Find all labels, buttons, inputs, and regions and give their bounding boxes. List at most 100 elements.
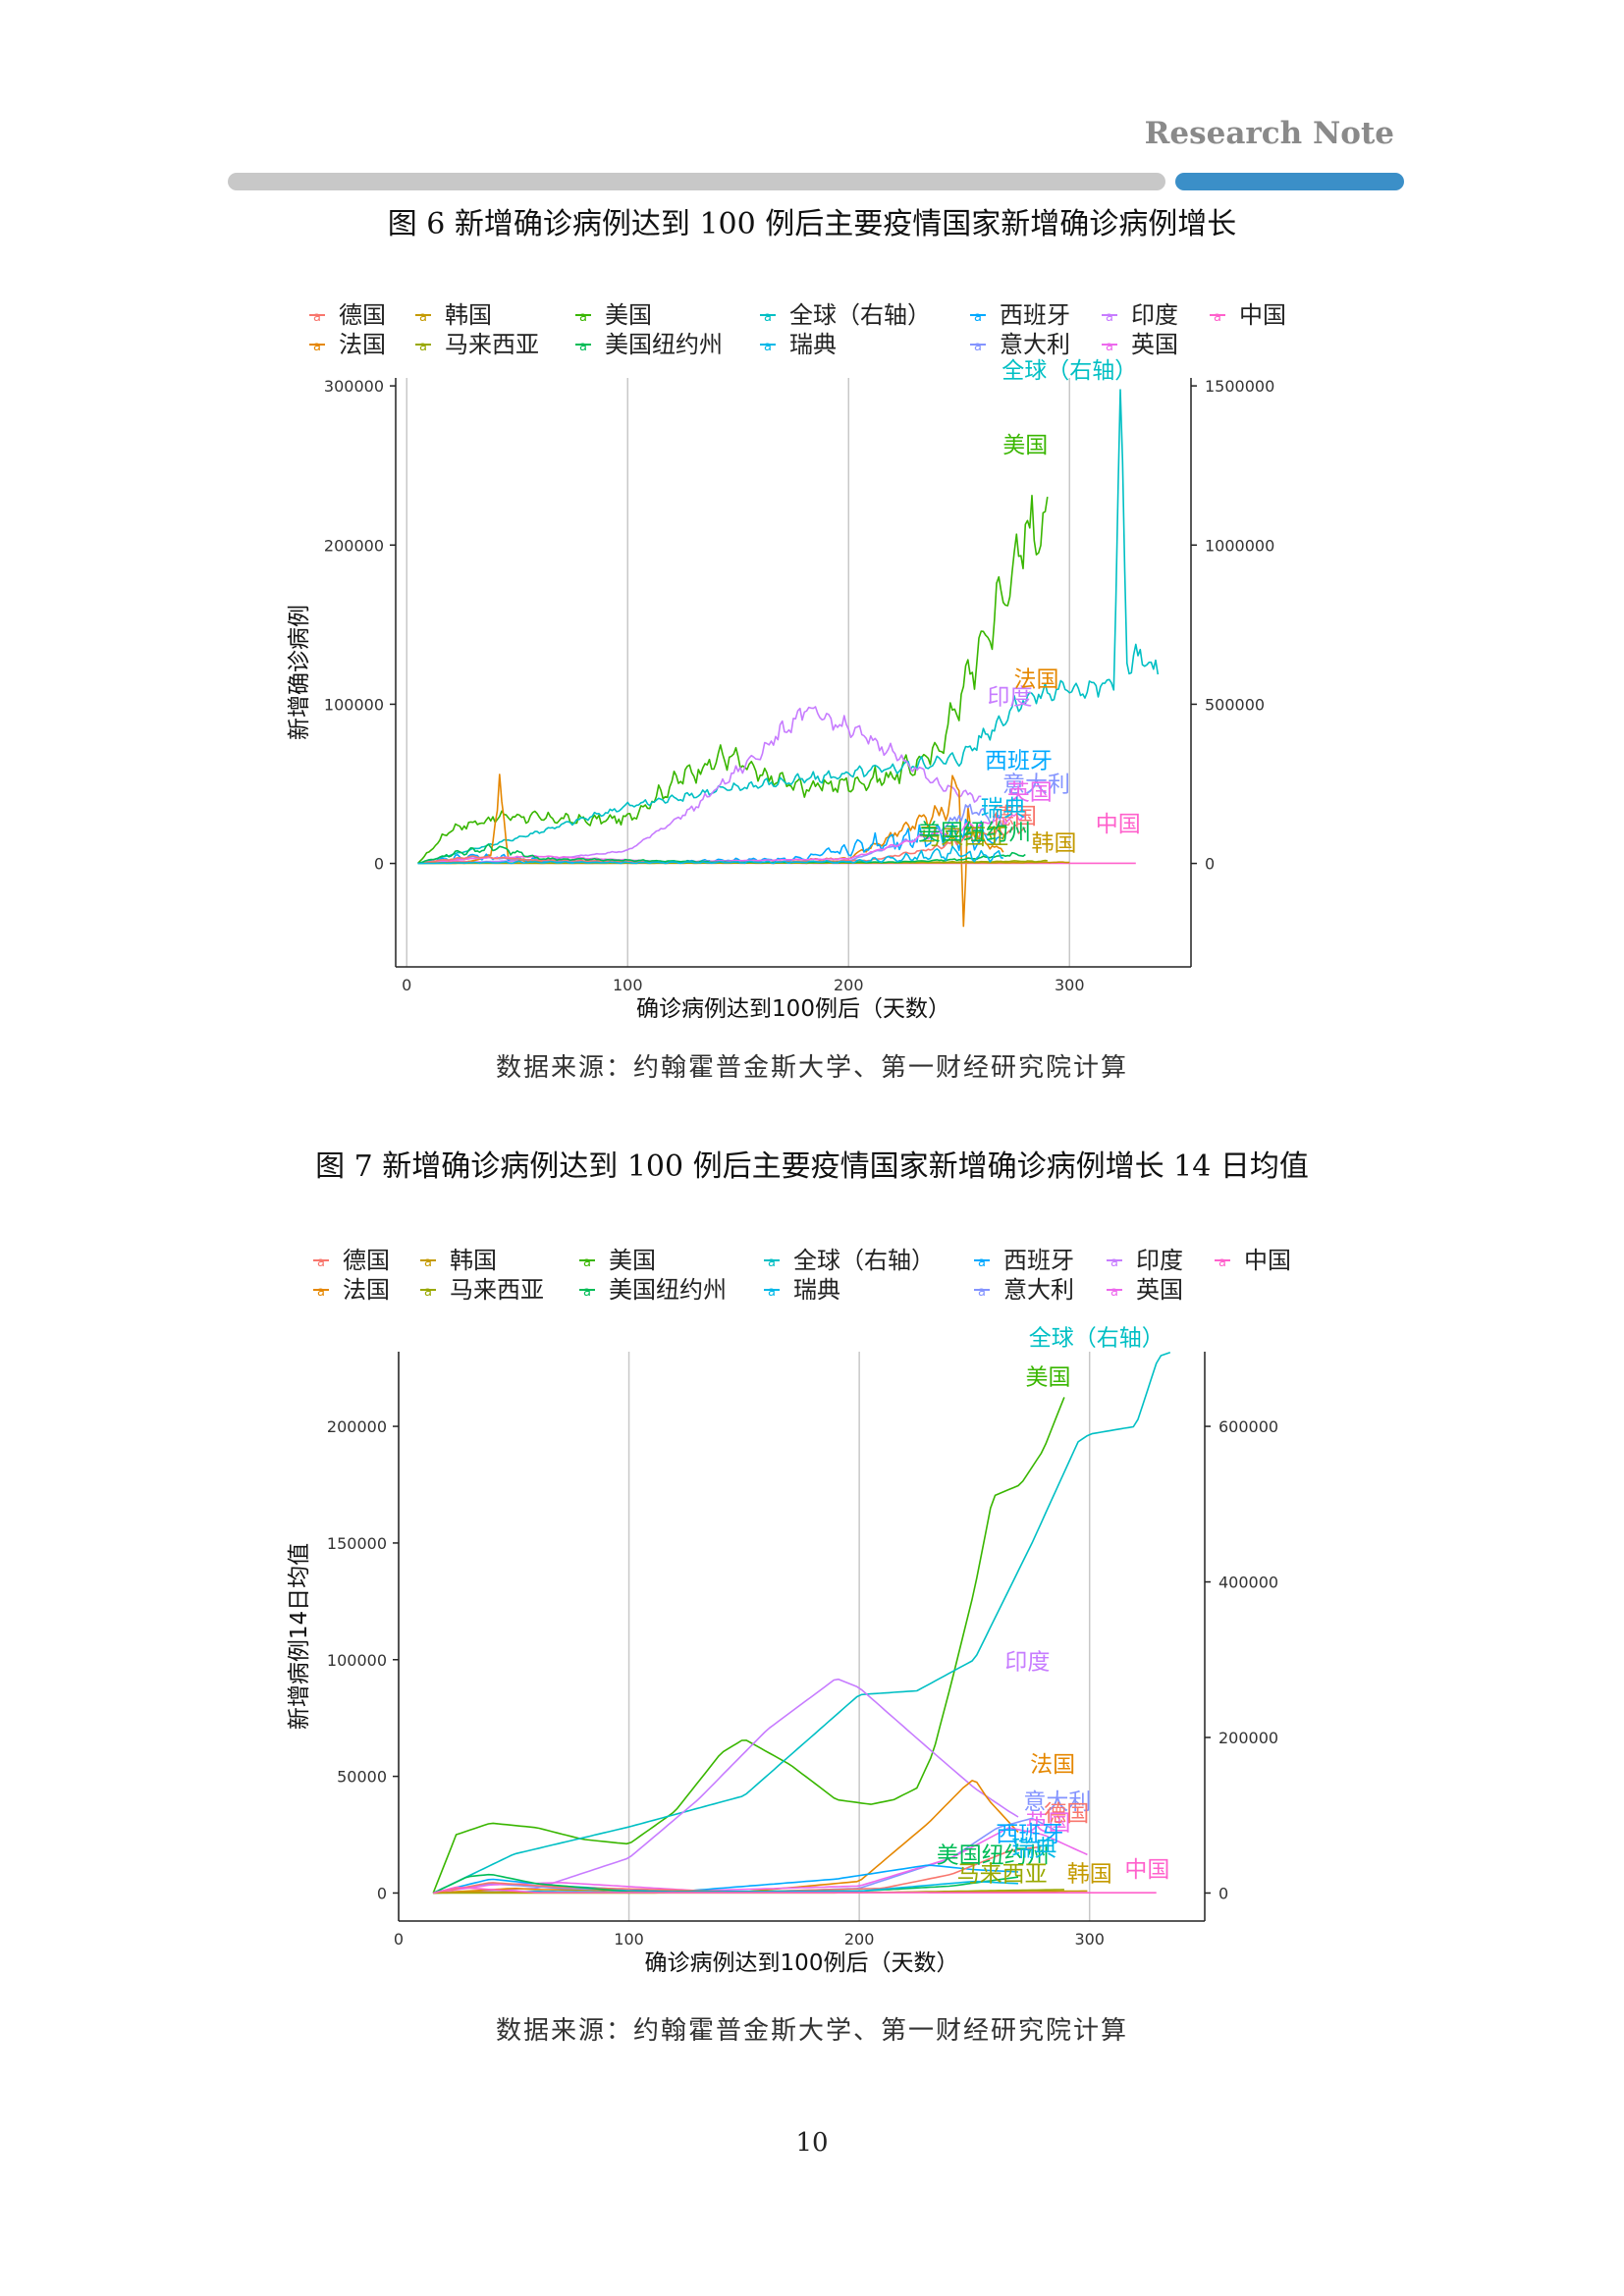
series-label: 美国: [1025, 1364, 1070, 1390]
header-brand: Research Note: [1144, 116, 1394, 151]
series-line-印度: [433, 1678, 1019, 1895]
series-line-全球（右轴）: [417, 389, 1160, 865]
legend-key-glyph: a: [419, 310, 427, 325]
x-axis-title: 确诊病例达到100例后（天数）: [645, 1950, 959, 1976]
y2-tick-label: 600000: [1218, 1417, 1278, 1436]
x-tick-label: 0: [402, 976, 411, 994]
legend-label: 全球（右轴）: [789, 301, 931, 329]
legend-key-glyph: a: [1218, 1255, 1226, 1270]
y2-tick-label: 200000: [1218, 1729, 1278, 1747]
series-label: 意大利: [1002, 773, 1070, 798]
legend-label: 美国: [609, 1247, 656, 1274]
legend-key-glyph: a: [419, 340, 427, 354]
series-label: 法国: [1014, 667, 1059, 693]
y-tick-label: 200000: [327, 1417, 387, 1436]
legend-label: 美国纽约州: [605, 331, 723, 358]
legend-key-glyph: a: [583, 1255, 591, 1270]
legend-label: 德国: [339, 301, 386, 329]
series-line-美国: [432, 1397, 1065, 1894]
y2-tick-label: 400000: [1218, 1574, 1278, 1592]
series-line-英国: [433, 1827, 1088, 1895]
legend-label: 中国: [1244, 1247, 1291, 1274]
x-axis-title: 确诊病例达到100例后（天数）: [636, 996, 950, 1022]
legend-key-glyph: a: [313, 310, 321, 325]
legend-label: 法国: [343, 1276, 390, 1304]
series-line-中国: [433, 1886, 1157, 1895]
y2-tick-label: 1000000: [1205, 536, 1274, 555]
legend-label: 西班牙: [1000, 301, 1070, 329]
series-line-美国: [416, 495, 1049, 865]
series-label: 美国纽约州: [937, 1843, 1050, 1869]
legend-label: 韩国: [445, 301, 492, 329]
series-line-英国: [417, 813, 1026, 865]
legend-label: 美国纽约州: [609, 1276, 727, 1304]
figure6-title: 图 6 新增确诊病例达到 100 例后主要疫情国家新增确诊病例增长: [387, 207, 1237, 241]
x-tick-label: 0: [394, 1930, 404, 1949]
legend-key-glyph: a: [768, 1255, 776, 1270]
header-rule-blue: [1175, 173, 1404, 190]
legend-label: 德国: [343, 1247, 390, 1274]
series-line-法国: [433, 1780, 1019, 1895]
legend-label: 韩国: [450, 1247, 497, 1274]
x-tick-label: 300: [1055, 976, 1085, 994]
y-tick-label: 100000: [324, 695, 384, 714]
legend-label: 马来西亚: [450, 1276, 544, 1304]
y-tick-label: 200000: [324, 536, 384, 555]
y-tick-label: 50000: [337, 1768, 387, 1787]
series-label: 全球（右轴）: [1001, 358, 1137, 384]
series-label: 全球（右轴）: [1029, 1326, 1164, 1352]
legend-label: 全球（右轴）: [793, 1247, 935, 1274]
series-label: 英国: [1007, 780, 1053, 806]
series-label: 印度: [988, 684, 1033, 710]
legend-label: 法国: [339, 331, 386, 358]
series-label: 印度: [1004, 1649, 1050, 1675]
series-line-瑞典: [417, 845, 1004, 865]
series-label: 西班牙: [996, 1822, 1063, 1847]
x-tick-label: 100: [614, 1930, 644, 1949]
legend-key-glyph: a: [974, 310, 982, 325]
legend-label: 中国: [1239, 301, 1286, 329]
figure7-chart: a 德国 a 韩国 a 美国 a 全球（右轴） a 西班牙 a 印度 a 中国 a 法国 a 马来西亚 a 美国纽约州…: [287, 1247, 1291, 1976]
legend-label: 英国: [1136, 1276, 1183, 1304]
series-label: 英国: [1025, 1810, 1070, 1836]
y2-tick-label: 1500000: [1205, 377, 1274, 396]
series-label: 韩国: [1067, 1862, 1112, 1888]
y-tick-label: 0: [374, 855, 384, 874]
figure6-chart: a 德国 a 韩国 a 美国 a 全球（右轴） a 西班牙 a 印度 a 中国 a 法国 a 马来西亚 a 美国纽约州…: [287, 301, 1286, 1022]
figure7-source: 数据来源：约翰霍普金斯大学、第一财经研究院计算: [495, 2016, 1128, 2046]
series-label: 瑞典: [1011, 1836, 1056, 1861]
legend-label: 英国: [1131, 331, 1178, 358]
legend-key-glyph: a: [1110, 1285, 1118, 1300]
legend-key-glyph: a: [1110, 1255, 1118, 1270]
series-label: 德国: [1044, 1801, 1089, 1827]
legend-key-glyph: a: [764, 310, 772, 325]
series-label: 中国: [1124, 1857, 1169, 1883]
legend-key-glyph: a: [579, 340, 587, 354]
series-label: 中国: [1096, 812, 1141, 837]
legend-key-glyph: a: [317, 1255, 325, 1270]
legend-label: 印度: [1131, 301, 1178, 329]
series-label: 瑞典: [981, 796, 1026, 822]
y-axis-title: 新增病例14日均值: [287, 1543, 312, 1730]
legend-key-glyph: a: [313, 340, 321, 354]
legend-key-glyph: a: [583, 1285, 591, 1300]
legend-label: 马来西亚: [445, 331, 539, 358]
legend-key-glyph: a: [424, 1285, 432, 1300]
legend-label: 印度: [1136, 1247, 1183, 1274]
y-tick-label: 300000: [324, 377, 384, 396]
series-label: 德国: [992, 804, 1037, 829]
series-label: 韩国: [1032, 831, 1077, 857]
y-tick-label: 0: [377, 1884, 387, 1902]
series-label: 马来西亚: [918, 825, 1008, 850]
legend-label: 瑞典: [793, 1276, 840, 1304]
series-label: 西班牙: [985, 748, 1053, 774]
y2-tick-label: 500000: [1205, 695, 1265, 714]
page-number: 10: [795, 2128, 829, 2158]
series-label: 法国: [1030, 1752, 1075, 1778]
series-line-法国: [417, 774, 1004, 928]
legend-key-glyph: a: [974, 340, 982, 354]
series-line-全球（右轴）: [432, 1352, 1171, 1895]
legend-key-glyph: a: [978, 1255, 986, 1270]
legend-label: 意大利: [1003, 1276, 1074, 1304]
legend-key-glyph: a: [1214, 310, 1221, 325]
